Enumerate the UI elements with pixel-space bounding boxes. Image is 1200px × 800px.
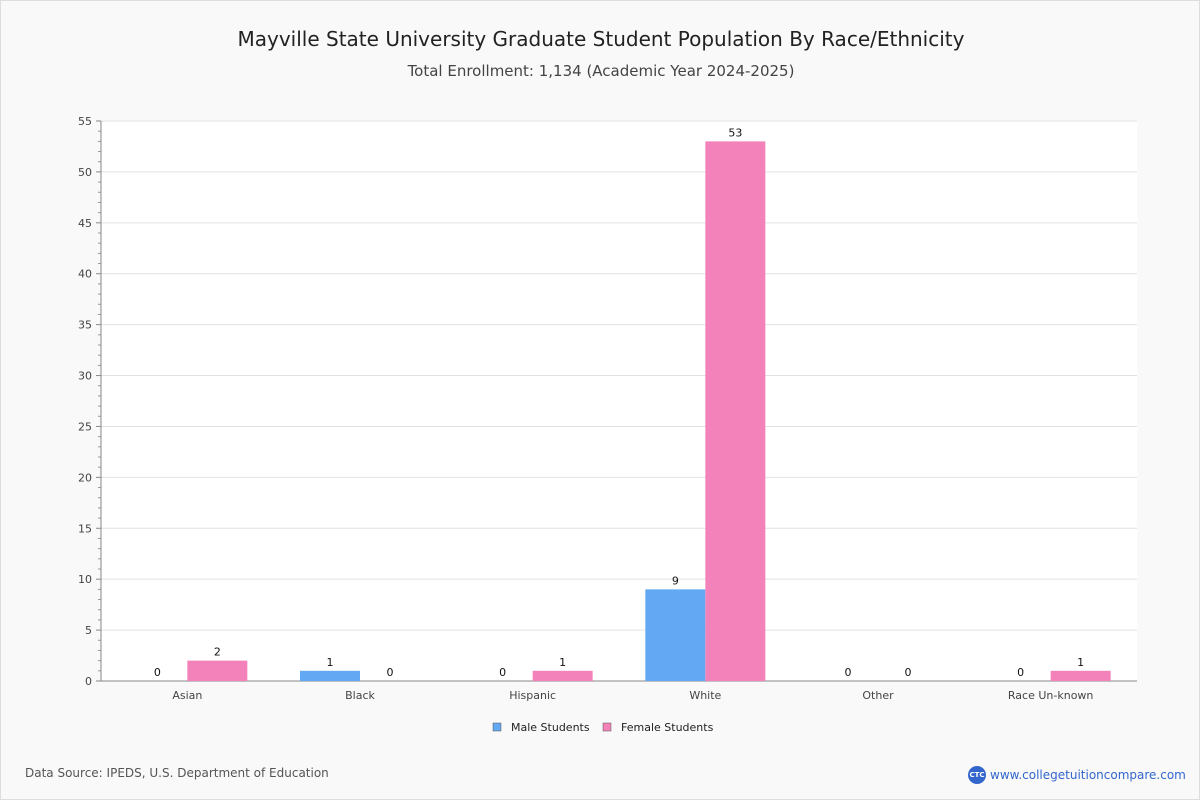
data-label: 53 <box>728 126 742 139</box>
x-tick-label: White <box>689 689 721 702</box>
bar <box>187 660 248 681</box>
legend-label: Female Students <box>621 721 714 734</box>
bar-chart: 0510152025303540455055Asian02Black10Hisp… <box>78 115 1137 734</box>
data-label: 1 <box>1077 656 1084 669</box>
y-tick-label: 20 <box>78 471 92 484</box>
data-label: 1 <box>559 656 566 669</box>
data-label: 0 <box>1017 666 1024 679</box>
data-label: 0 <box>154 666 161 679</box>
plot-area <box>101 121 1137 681</box>
data-source: Data Source: IPEDS, U.S. Department of E… <box>25 766 329 780</box>
x-tick-label: Race Un-known <box>1008 689 1094 702</box>
y-tick-label: 10 <box>78 573 92 586</box>
brand-logo-icon: CTC <box>968 766 986 784</box>
y-tick-label: 50 <box>78 166 92 179</box>
y-tick-label: 5 <box>85 624 92 637</box>
x-tick-label: Black <box>345 689 375 702</box>
data-label: 0 <box>387 666 394 679</box>
data-label: 2 <box>214 646 221 659</box>
x-tick-label: Hispanic <box>509 689 556 702</box>
data-label: 9 <box>672 574 679 587</box>
y-tick-label: 55 <box>78 115 92 128</box>
bar <box>1050 670 1111 681</box>
data-label: 0 <box>845 666 852 679</box>
chart-title: Mayville State University Graduate Stude… <box>237 27 965 51</box>
y-tick-label: 45 <box>78 217 92 230</box>
bar <box>705 141 766 681</box>
legend-label: Male Students <box>511 721 590 734</box>
y-tick-label: 40 <box>78 268 92 281</box>
data-label: 1 <box>327 656 334 669</box>
data-label: 0 <box>905 666 912 679</box>
y-tick-label: 0 <box>85 675 92 688</box>
bar <box>645 589 706 681</box>
brand-link[interactable]: CTC www.collegetuitioncompare.com <box>968 766 1186 784</box>
bar <box>300 670 360 681</box>
data-label: 0 <box>499 666 506 679</box>
legend-swatch <box>492 722 502 732</box>
y-tick-label: 35 <box>78 319 92 332</box>
y-tick-label: 30 <box>78 370 92 383</box>
y-tick-label: 15 <box>78 522 92 535</box>
bar <box>532 670 593 681</box>
brand-url: www.collegetuitioncompare.com <box>990 768 1186 782</box>
x-tick-label: Asian <box>172 689 202 702</box>
chart-subtitle: Total Enrollment: 1,134 (Academic Year 2… <box>407 62 795 80</box>
legend-swatch <box>602 722 612 732</box>
x-tick-label: Other <box>862 689 894 702</box>
y-tick-label: 25 <box>78 420 92 433</box>
